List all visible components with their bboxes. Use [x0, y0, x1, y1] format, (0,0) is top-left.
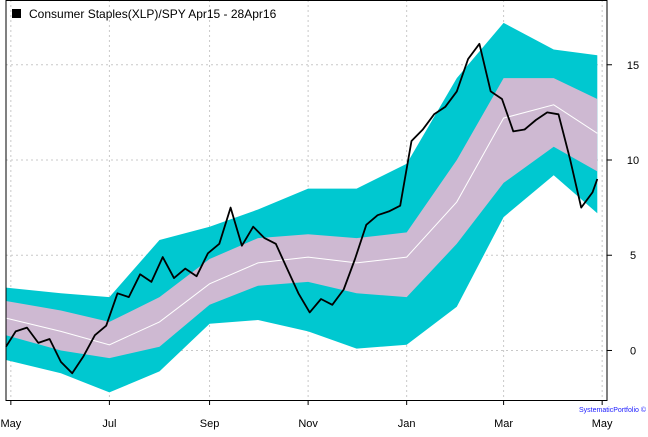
inner-band: [6, 78, 598, 359]
y-tick-label: 5: [630, 250, 636, 262]
y-axis: 0 5 10 15: [607, 60, 639, 357]
legend-swatch: [12, 9, 21, 18]
x-tick-label: Jul: [102, 418, 116, 430]
bands: [6, 22, 598, 393]
watermark-text: SystematicPortfolio ©: [579, 406, 647, 414]
x-tick-label: May: [0, 418, 21, 430]
band-mid-line: [5, 104, 598, 346]
legend-label: Consumer Staples(XLP)/SPY Apr15 - 28Apr1…: [29, 7, 277, 21]
x-tick-label: Nov: [298, 418, 318, 430]
y-tick-label: 15: [627, 60, 639, 72]
x-tick-label: Mar: [494, 418, 513, 430]
x-tick-label: Jan: [398, 418, 416, 430]
legend: Consumer Staples(XLP)/SPY Apr15 - 28Apr1…: [12, 7, 277, 21]
y-tick-label: 0: [630, 345, 636, 357]
x-tick-label: May: [592, 418, 613, 430]
plot-frame: [5, 0, 608, 401]
x-tick-label: Sep: [200, 418, 220, 430]
price-lines: [5, 42, 599, 375]
price-line: [5, 42, 599, 375]
y-tick-label: 10: [627, 155, 639, 167]
x-axis: May Jul Sep Nov Jan Mar May: [0, 400, 613, 430]
